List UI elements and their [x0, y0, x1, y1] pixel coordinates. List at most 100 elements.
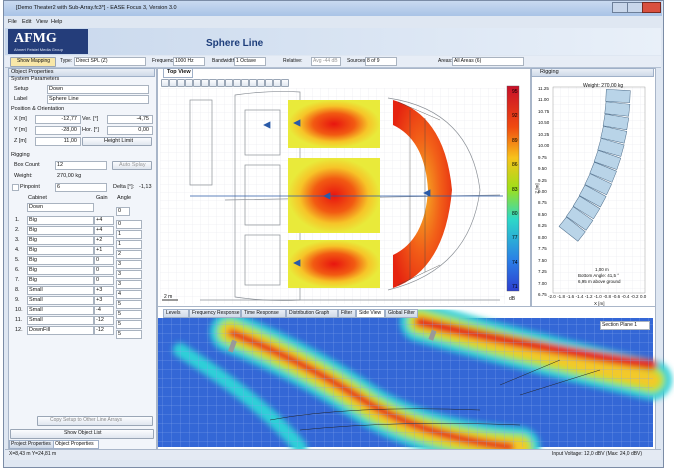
- rigging-y-tick: 10.00: [538, 143, 550, 149]
- menu-item[interactable]: Help: [51, 19, 63, 25]
- cabinet-dropdown[interactable]: [27, 216, 94, 225]
- field-ver[interactable]: [107, 115, 153, 124]
- toolbar-dropdown[interactable]: [365, 57, 397, 66]
- gain-dropdown[interactable]: [94, 266, 114, 275]
- value-delta: -1,13: [139, 184, 152, 190]
- bottom-angle: Bottom Angle: 41,5 °: [578, 273, 620, 278]
- gain-dropdown[interactable]: [94, 326, 114, 335]
- view-tool[interactable]: [241, 79, 249, 87]
- angle-dropdown[interactable]: [116, 270, 142, 279]
- gain-dropdown[interactable]: [94, 256, 114, 265]
- cabinet-dropdown[interactable]: [27, 226, 94, 235]
- cabinet-dropdown[interactable]: [27, 286, 94, 295]
- view-tool[interactable]: [217, 79, 225, 87]
- angle-dropdown[interactable]: [116, 330, 142, 339]
- gain-dropdown[interactable]: [94, 316, 114, 325]
- cabinet-dropdown[interactable]: [27, 246, 94, 255]
- gain-dropdown[interactable]: [94, 216, 114, 225]
- gain-dropdown[interactable]: [94, 276, 114, 285]
- angle-dropdown[interactable]: [116, 240, 142, 249]
- field-top-cabinet[interactable]: [27, 203, 94, 212]
- view-tool[interactable]: [185, 79, 193, 87]
- angle-dropdown[interactable]: [116, 250, 142, 259]
- cabinet-dropdown[interactable]: [27, 326, 94, 335]
- gain-dropdown[interactable]: [94, 296, 114, 305]
- close[interactable]: [642, 2, 661, 13]
- left-tab[interactable]: [53, 440, 99, 449]
- section-plane-box[interactable]: [600, 321, 650, 330]
- pinpoint: Pinpoint: [20, 184, 40, 190]
- cabinet-dropdown[interactable]: [27, 306, 94, 315]
- angle-dropdown[interactable]: [116, 260, 142, 269]
- cabinet-dropdown[interactable]: [27, 256, 94, 265]
- gain-dropdown[interactable]: [94, 306, 114, 315]
- field-top-angle[interactable]: [116, 207, 130, 216]
- pinpoint-checkbox[interactable]: [12, 184, 19, 191]
- view-tool[interactable]: [249, 79, 257, 87]
- field-pinpoint-value[interactable]: [55, 183, 107, 192]
- bottom-tab[interactable]: [189, 309, 241, 318]
- view-tool[interactable]: [265, 79, 273, 87]
- cabinet-dropdown[interactable]: [27, 296, 94, 305]
- cabinet-dropdown[interactable]: [27, 276, 94, 285]
- height-limit-button[interactable]: [82, 137, 152, 146]
- view-tool[interactable]: [177, 79, 185, 87]
- title-bar: [4, 1, 662, 16]
- field-box-count[interactable]: [55, 161, 107, 170]
- menu-item[interactable]: View: [36, 19, 48, 25]
- angle-dropdown[interactable]: [116, 290, 142, 299]
- view-tool[interactable]: [281, 79, 289, 87]
- angle-dropdown[interactable]: [116, 300, 142, 309]
- cabinet-dropdown[interactable]: [27, 266, 94, 275]
- cabinet: Big: [29, 247, 37, 253]
- view-tool[interactable]: [209, 79, 217, 87]
- cabinet-dropdown[interactable]: [27, 316, 94, 325]
- view-tool[interactable]: [233, 79, 241, 87]
- menu-item[interactable]: Edit: [22, 19, 32, 25]
- toolbar-dropdown[interactable]: [74, 57, 146, 66]
- window-title: [Demo Theater2 with Sub-Array.fc3*] - EA…: [16, 5, 177, 11]
- gain-dropdown[interactable]: [94, 226, 114, 235]
- angle-dropdown[interactable]: [116, 220, 142, 229]
- bottom-tab[interactable]: [356, 309, 385, 318]
- angle-dropdown[interactable]: [116, 230, 142, 239]
- rigging-y-tick: 11.25: [538, 86, 549, 91]
- bottom-tab[interactable]: [163, 309, 189, 318]
- view-tool[interactable]: [273, 79, 281, 87]
- show-object-list-button[interactable]: [10, 429, 154, 439]
- view-tool[interactable]: [193, 79, 201, 87]
- rigging-y-tick: 9.00: [538, 189, 547, 194]
- auto-splay-button[interactable]: [112, 161, 152, 170]
- bottom-tab[interactable]: [385, 309, 418, 318]
- angle-dropdown[interactable]: [116, 280, 142, 289]
- bottom-tab[interactable]: [241, 309, 286, 318]
- copy-setup-button[interactable]: [37, 416, 153, 426]
- view-tool[interactable]: [169, 79, 177, 87]
- field-setup[interactable]: [47, 85, 149, 94]
- show-mapping-button[interactable]: [10, 57, 56, 67]
- toolbar-dropdown[interactable]: [173, 57, 205, 66]
- gain-dropdown[interactable]: [94, 286, 114, 295]
- field-label[interactable]: [47, 95, 149, 104]
- field-y[interactable]: [35, 126, 81, 135]
- row-number: 4.: [15, 247, 20, 253]
- gain-dropdown[interactable]: [94, 236, 114, 245]
- toolbar-dropdown[interactable]: [311, 57, 341, 66]
- menu-item[interactable]: File: [8, 19, 17, 25]
- view-tool[interactable]: [161, 79, 169, 87]
- view-tool[interactable]: [257, 79, 265, 87]
- toolbar-dropdown[interactable]: [234, 57, 266, 66]
- cabinet-dropdown[interactable]: [27, 236, 94, 245]
- field-hor[interactable]: [107, 126, 153, 135]
- bottom-tab[interactable]: [338, 309, 356, 318]
- top-view-tab[interactable]: [163, 68, 193, 78]
- view-tool[interactable]: [201, 79, 209, 87]
- field-z[interactable]: [35, 137, 81, 146]
- toolbar-dropdown[interactable]: [452, 57, 524, 66]
- gain-dropdown[interactable]: [94, 246, 114, 255]
- field-x[interactable]: [35, 115, 81, 124]
- view-tool[interactable]: [225, 79, 233, 87]
- angle-dropdown[interactable]: [116, 310, 142, 319]
- angle-dropdown[interactable]: [116, 320, 142, 329]
- bottom-tab[interactable]: [286, 309, 338, 318]
